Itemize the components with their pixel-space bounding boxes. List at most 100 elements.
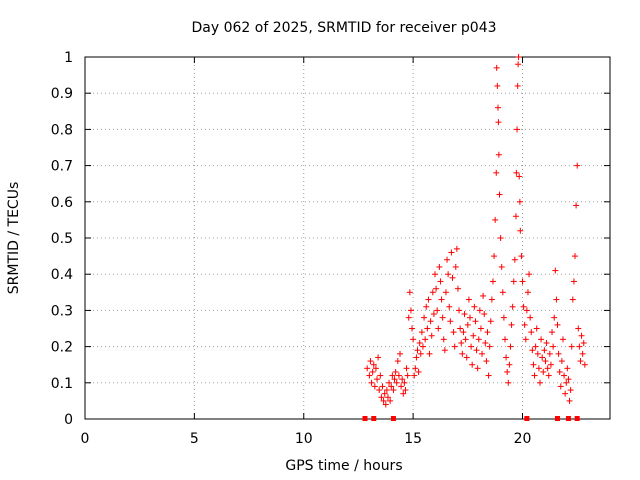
y-tick-label: 1 [64,50,73,66]
zero-marker [390,416,396,421]
data-point [364,365,371,372]
data-point [503,354,510,361]
data-point [524,289,531,296]
data-point [510,278,517,285]
data-point [517,227,524,234]
data-point [410,336,417,343]
y-axis-label: SRMTID / TECUs [6,182,22,295]
data-point [442,289,449,296]
data-point [462,336,469,343]
data-point [425,296,432,303]
data-point [397,350,403,357]
data-point [405,314,412,321]
data-point [436,263,443,270]
data-point [513,169,520,176]
data-point [473,347,480,354]
data-point [578,332,585,339]
data-point [546,350,553,357]
data-point [458,339,465,346]
data-point [505,379,512,386]
data-point [449,274,456,281]
grid [85,57,610,419]
data-point [377,372,384,379]
data-point [518,253,525,260]
data-point [519,278,526,285]
data-point [486,343,493,350]
y-tick-label: 0.1 [51,376,73,392]
data-point [572,253,578,260]
data-point [430,311,437,318]
data-point [549,329,556,336]
data-point [444,256,451,263]
data-point [506,361,513,368]
data-point [427,318,434,325]
data-point [581,361,588,368]
data-point [393,379,400,386]
zero-marker [371,416,377,421]
data-point [565,376,572,383]
data-point [566,397,573,404]
data-point [489,278,496,285]
data-point [488,296,495,303]
data-point [507,343,514,350]
x-tick-label: 20 [514,431,532,447]
data-point [552,267,559,274]
data-point [438,296,445,303]
data-point [498,263,505,270]
data-point [450,329,457,336]
data-point [508,321,515,328]
data-point [437,278,444,285]
data-point [379,383,386,390]
data-point [484,329,491,336]
data-point [461,311,468,318]
data-point [422,336,429,343]
data-point [412,365,419,372]
data-point [480,292,487,299]
data-point [432,271,438,278]
data-point [409,325,416,332]
data-point [487,318,494,325]
data-point [383,387,390,394]
data-point [500,314,507,321]
data-point [400,390,407,397]
zero-marker [574,416,580,421]
y-tick-label: 0.2 [51,340,73,356]
data-point [415,368,422,375]
data-point [453,245,460,252]
data-point [371,383,378,390]
data-point [514,82,521,89]
y-tick-label: 0.6 [51,195,73,211]
zero-marker [362,416,368,421]
data-point [567,387,574,394]
data-point [448,249,455,256]
data-point [492,216,499,223]
data-point [404,372,411,379]
data-point [401,379,408,386]
data-point [447,318,454,325]
data-point [528,329,535,336]
data-point [392,368,399,375]
data-point [481,311,488,318]
x-tick-label: 5 [190,431,199,447]
chart-title: Day 062 of 2025, SRMTID for receiver p04… [191,20,496,36]
data-point [573,202,580,209]
data-point [472,318,479,325]
data-point [493,169,500,176]
data-point [372,365,379,372]
data-point [538,336,545,343]
data-point [553,296,560,303]
gap-markers [362,416,580,421]
data-point [439,314,446,321]
data-point [531,372,538,379]
data-point [394,358,401,365]
data-point [491,253,498,260]
data-point [435,325,442,332]
data-point [550,343,557,350]
data-point [476,307,483,314]
data-point [389,372,396,379]
data-point [570,278,577,285]
data-point [537,379,543,386]
data-point [454,285,461,292]
data-point [403,365,410,372]
